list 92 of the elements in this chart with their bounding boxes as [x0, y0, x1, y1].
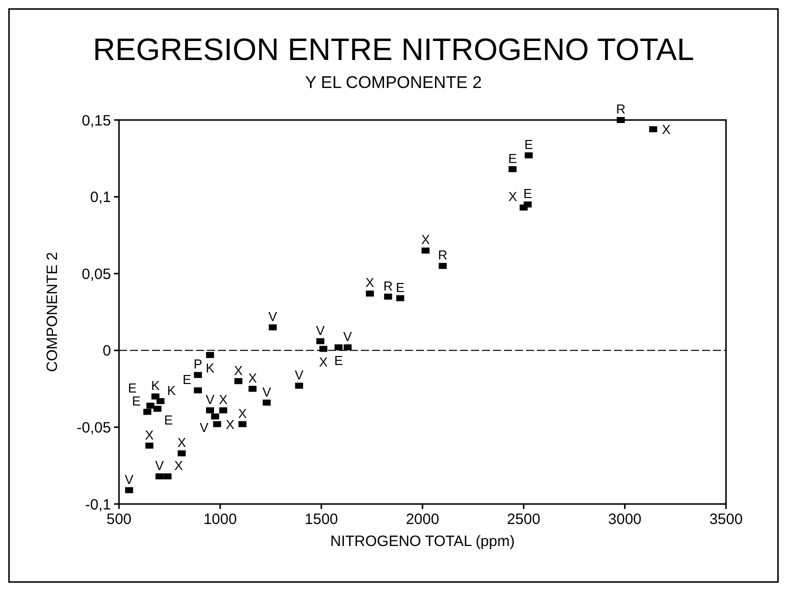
point [384, 294, 392, 300]
text: X [238, 406, 247, 421]
point [616, 117, 625, 123]
text: X [319, 354, 328, 370]
y-tick-label: -0,05 [76, 419, 111, 436]
y-tick-label: 0 [102, 342, 111, 360]
x-tick-label: 3500 [709, 511, 743, 528]
text: V [294, 367, 304, 382]
text: V [268, 309, 278, 324]
point [153, 406, 162, 412]
point [206, 407, 214, 414]
point [206, 352, 214, 358]
text: X [226, 416, 234, 432]
text: E [164, 412, 173, 428]
point [649, 126, 658, 132]
point [211, 413, 220, 420]
text: E [508, 150, 517, 166]
chart-title: REGRESION ENTRE NITROGENO TOTAL [92, 32, 694, 67]
text: K [206, 360, 214, 376]
point [295, 382, 304, 389]
text: R [438, 248, 448, 263]
text: E [182, 372, 192, 388]
point [146, 402, 154, 409]
text: X [421, 232, 430, 248]
text: V [262, 384, 272, 400]
series-label: K [151, 378, 160, 394]
point [234, 378, 242, 384]
point [524, 201, 532, 208]
point [155, 473, 164, 480]
y-axis-title: COMPONENTE 2 [44, 252, 61, 372]
point [262, 400, 271, 406]
x-tick-label: 1500 [304, 511, 338, 528]
text: X [145, 427, 154, 442]
text: E [334, 353, 343, 368]
series-label: X [218, 392, 228, 407]
text: E [128, 380, 137, 396]
point [248, 386, 257, 392]
point [194, 387, 202, 394]
point [145, 442, 154, 449]
point [334, 344, 343, 350]
text: X [508, 189, 518, 204]
chart-subtitle: Y EL COMPONENTE 2 [305, 73, 482, 92]
point [396, 295, 404, 302]
point [151, 393, 160, 400]
text: X [234, 362, 243, 378]
y-tick-label: 0,15 [82, 112, 111, 130]
text: V [343, 329, 352, 344]
y-tick-label: 0,1 [90, 189, 111, 206]
text: V [155, 458, 164, 474]
x-axis-title: NITROGENO TOTAL (ppm) [330, 533, 515, 550]
point [156, 398, 164, 404]
point [268, 324, 277, 330]
y-tick-label: 0,05 [82, 266, 111, 283]
text: E [524, 137, 534, 152]
point [178, 450, 186, 456]
series-label: P [194, 356, 202, 372]
x-tick-label: 3000 [608, 511, 642, 528]
x-tick-label: 2000 [406, 511, 440, 528]
x-tick-label: 1000 [203, 511, 237, 528]
text: K [167, 382, 176, 398]
point [219, 407, 228, 414]
x-tick-label: 500 [106, 511, 132, 528]
point [238, 421, 246, 428]
point [524, 152, 533, 158]
point [438, 262, 447, 269]
point [125, 487, 134, 494]
text: X [662, 122, 670, 137]
point [366, 290, 374, 297]
text: X [177, 434, 186, 450]
text: X [248, 370, 257, 386]
text: R [383, 278, 393, 294]
text: X [174, 458, 183, 474]
text: V [200, 420, 208, 436]
point [213, 421, 222, 428]
point [316, 338, 324, 344]
point [344, 344, 352, 350]
y-tick-label: -0,1 [85, 496, 111, 514]
series-label: V [206, 392, 215, 407]
point [194, 372, 202, 378]
series-label: R [616, 102, 626, 117]
point [319, 346, 328, 352]
point [422, 248, 430, 254]
text: V [316, 322, 325, 338]
series-label: E [523, 186, 532, 202]
text: V [124, 472, 134, 487]
point [143, 408, 152, 415]
point [164, 473, 172, 480]
text: X [366, 275, 374, 290]
point [508, 166, 517, 172]
text: E [396, 280, 405, 295]
x-tick-label: 2500 [506, 511, 540, 528]
text: E [132, 394, 141, 409]
